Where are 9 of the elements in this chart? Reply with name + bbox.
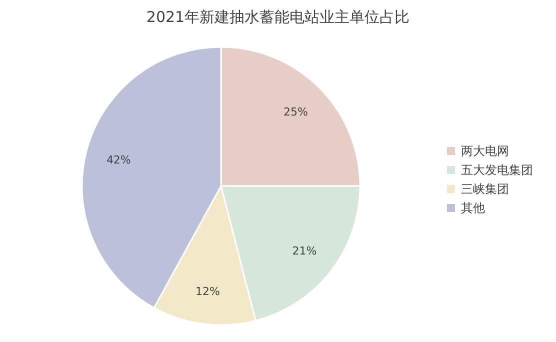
legend-label: 五大发电集团 [461, 163, 533, 177]
legend-label: 三峡集团 [461, 182, 509, 196]
data-label: 21% [292, 244, 317, 258]
chart-title: 2021年新建抽水蓄能电站业主单位占比 [146, 8, 410, 26]
data-label: 42% [106, 154, 131, 167]
data-label: 25% [283, 105, 308, 118]
data-label: 12% [196, 284, 220, 298]
legend-label: 其他 [461, 201, 485, 215]
legend-label: 两大电网 [461, 144, 509, 158]
